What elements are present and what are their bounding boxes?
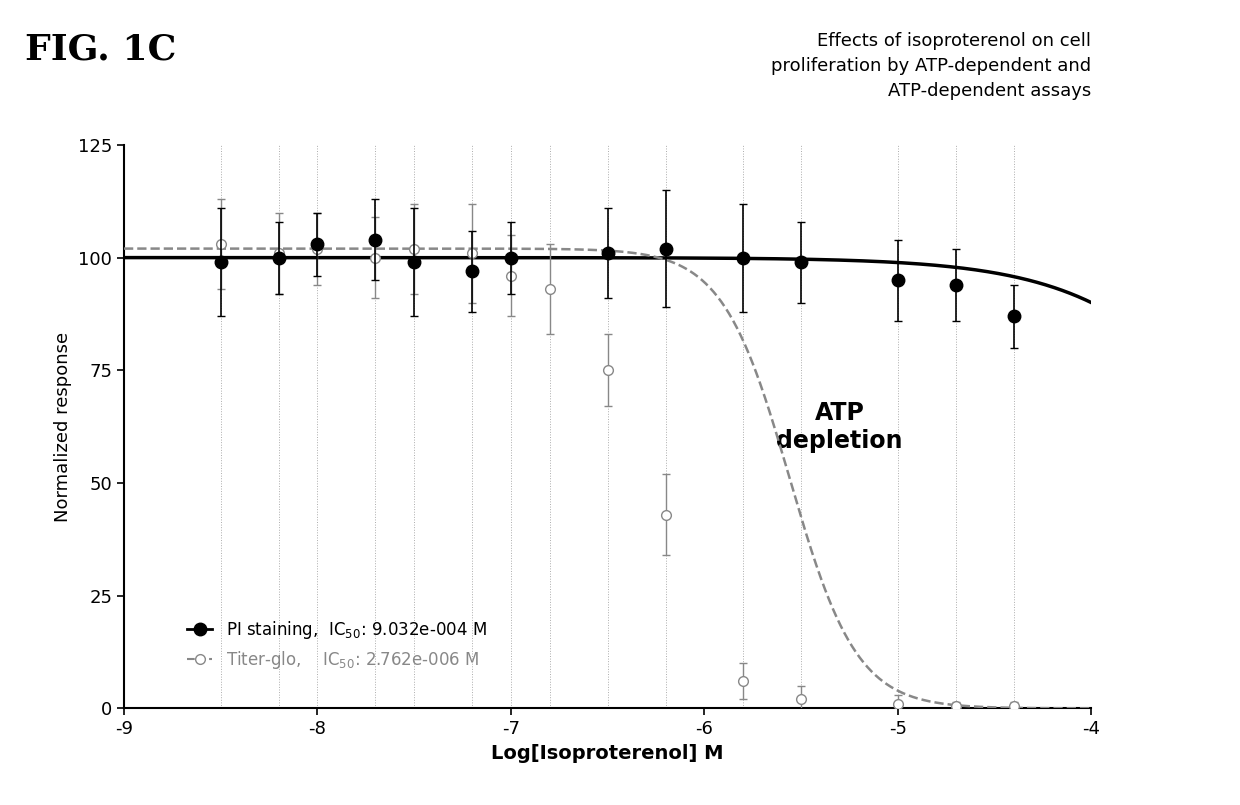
Text: Effects of isoproterenol on cell
proliferation by ATP-dependent and
ATP-dependen: Effects of isoproterenol on cell prolife… bbox=[771, 32, 1091, 100]
Legend: PI staining,  IC$_{50}$: 9.032e-004 M, Titer-glo,    IC$_{50}$: 2.762e-006 M: PI staining, IC$_{50}$: 9.032e-004 M, Ti… bbox=[181, 612, 494, 678]
Y-axis label: Normalized response: Normalized response bbox=[55, 332, 72, 522]
Text: FIG. 1C: FIG. 1C bbox=[25, 32, 176, 66]
X-axis label: Log[Isoproterenol] M: Log[Isoproterenol] M bbox=[491, 744, 724, 763]
Text: ATP
depletion: ATP depletion bbox=[776, 401, 903, 452]
